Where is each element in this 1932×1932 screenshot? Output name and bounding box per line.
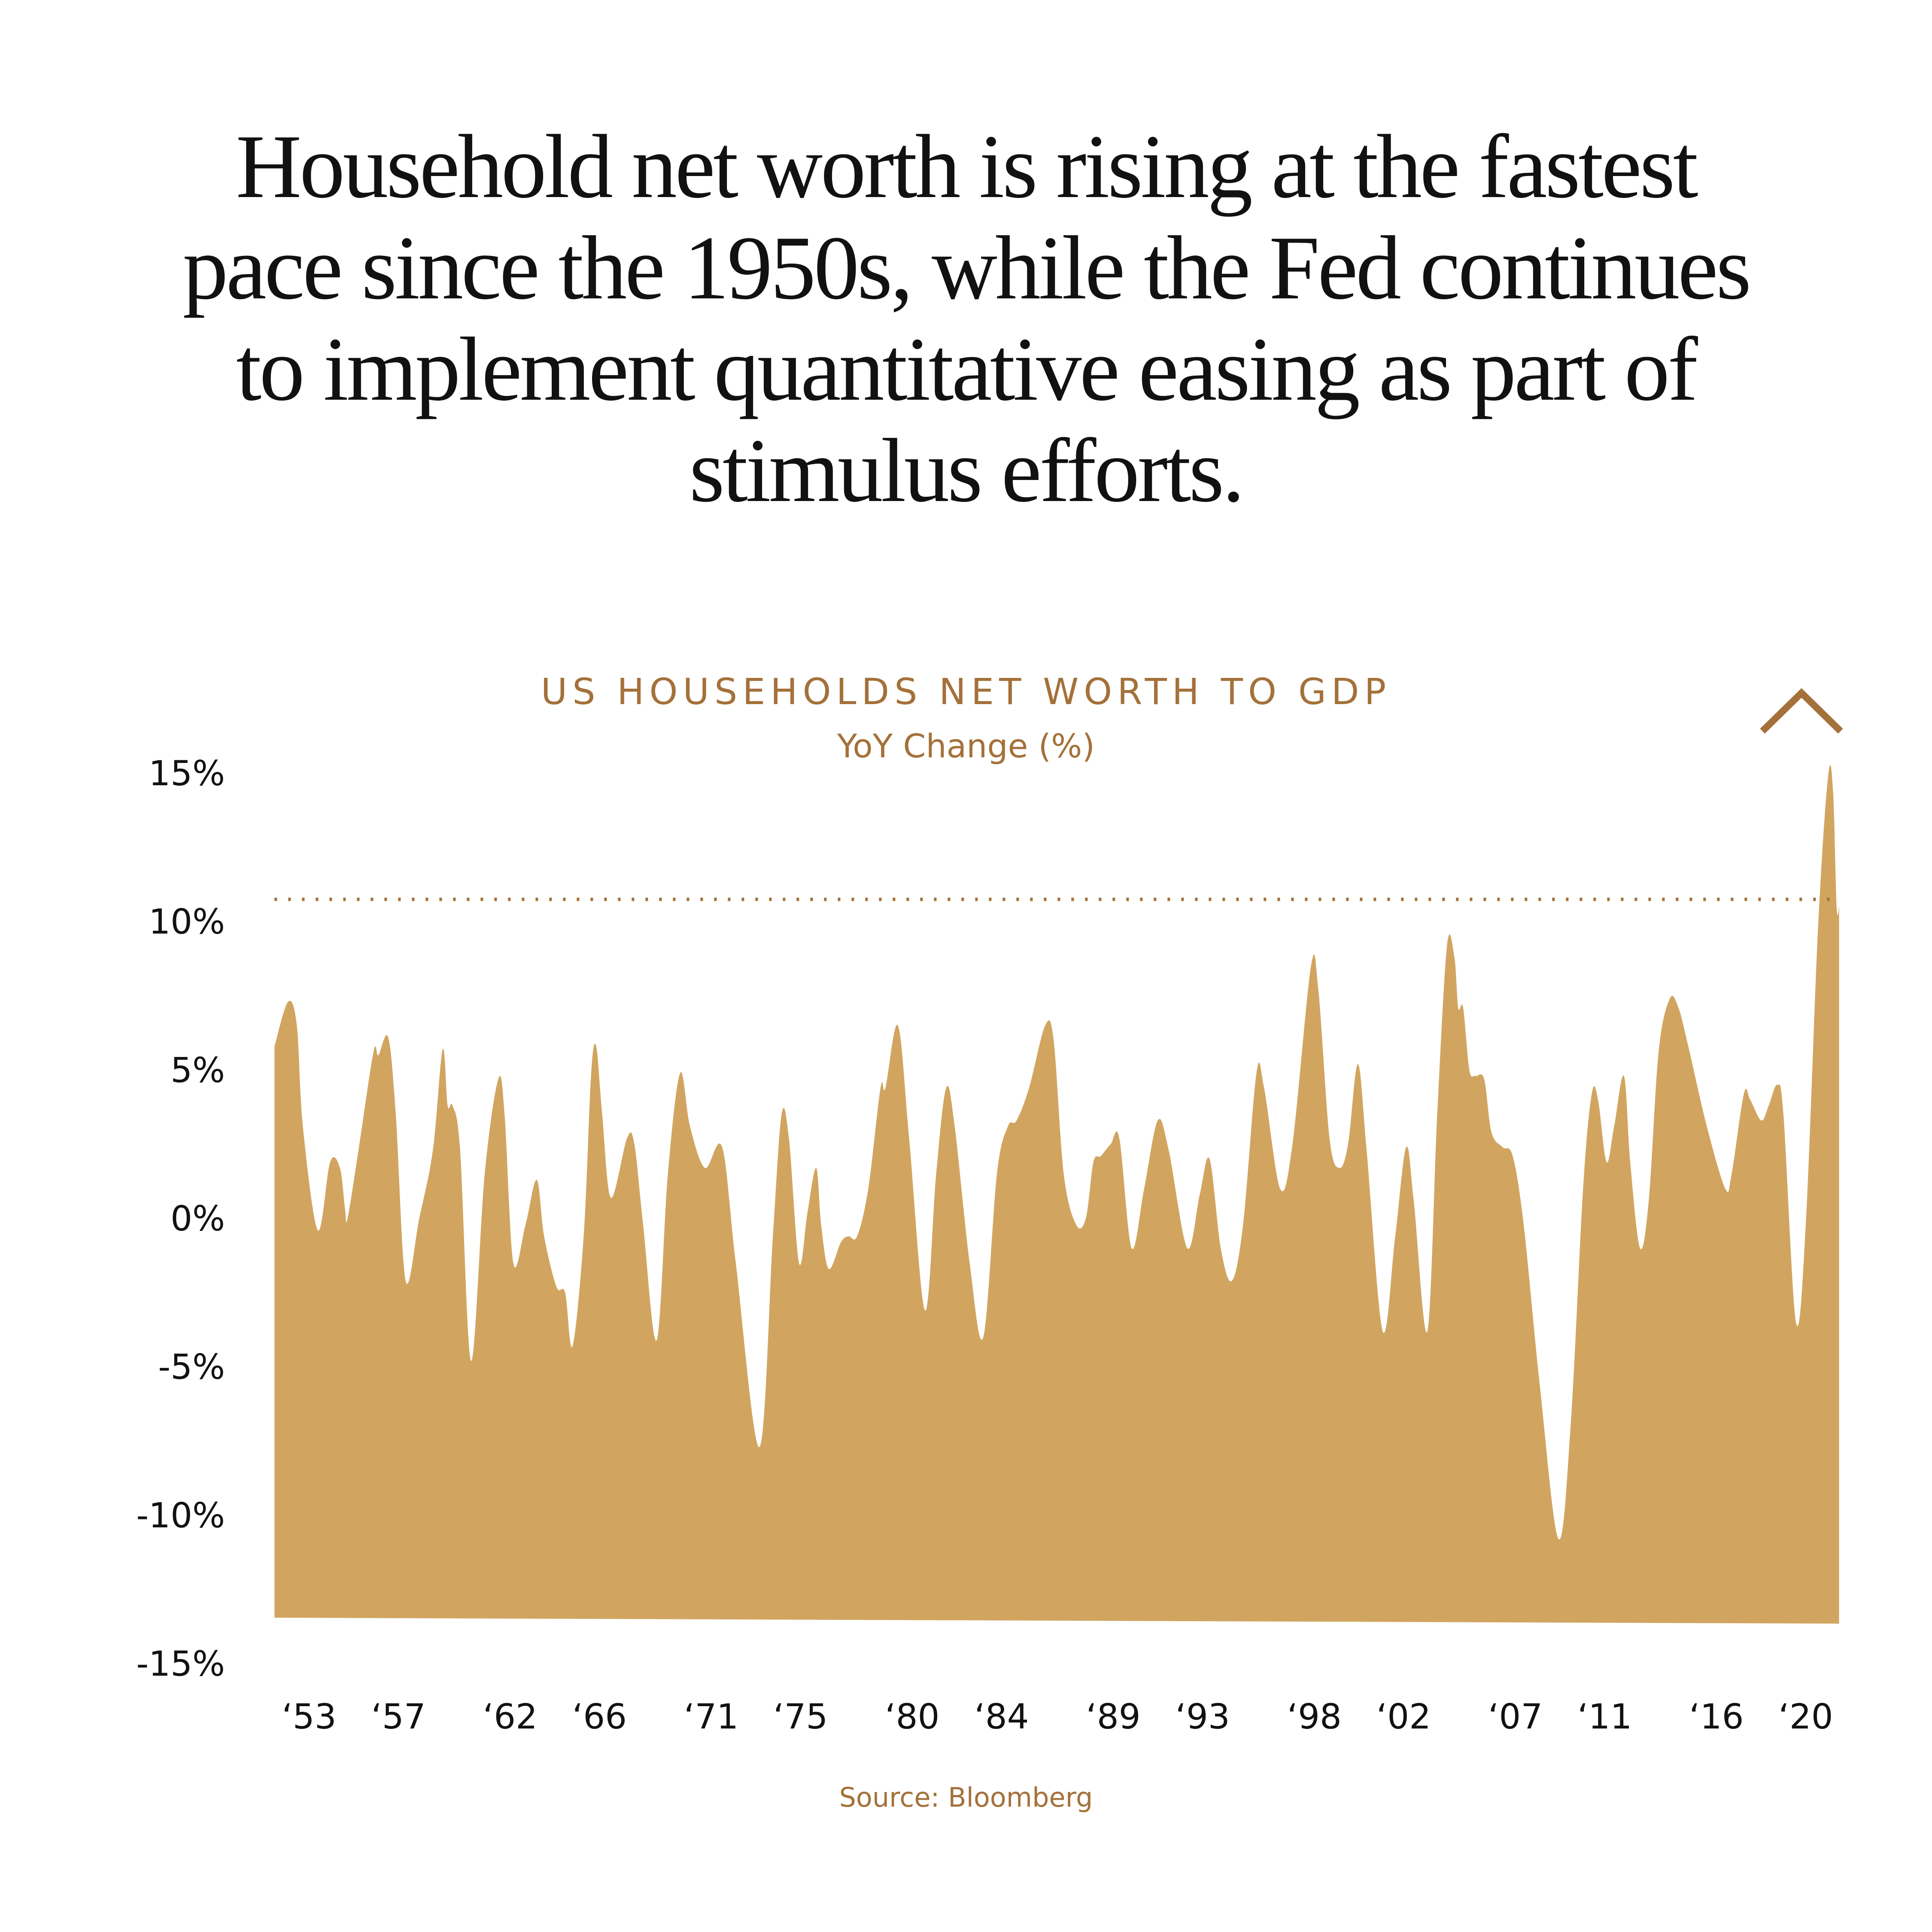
y-tick-label: -5% bbox=[158, 1347, 225, 1387]
source-note: Source: Bloomberg bbox=[839, 1782, 1093, 1813]
headline-line: to implement quantitative easing as part… bbox=[236, 319, 1698, 419]
x-tick-label: ‘80 bbox=[885, 1697, 939, 1737]
chart-subtitle: YoY Change (%) bbox=[837, 727, 1095, 765]
x-tick-label: ‘53 bbox=[282, 1697, 336, 1737]
x-tick-label: ‘62 bbox=[483, 1697, 538, 1737]
x-tick-label: ‘20 bbox=[1778, 1697, 1833, 1737]
x-tick-label: ‘98 bbox=[1287, 1697, 1342, 1737]
x-tick-label: ‘71 bbox=[684, 1697, 738, 1737]
x-tick-label: ‘57 bbox=[371, 1697, 426, 1737]
x-tick-label: ‘07 bbox=[1488, 1697, 1543, 1737]
y-tick-label: 0% bbox=[170, 1199, 225, 1239]
chevron-up-icon bbox=[1760, 688, 1843, 734]
x-tick-label: ‘66 bbox=[572, 1697, 627, 1737]
y-tick-label: 10% bbox=[149, 902, 225, 942]
y-tick-label: 5% bbox=[170, 1050, 225, 1090]
headline: Household net worth is rising at the fas… bbox=[0, 116, 1932, 521]
y-tick-label: 15% bbox=[149, 753, 225, 793]
x-tick-label: ‘16 bbox=[1689, 1697, 1744, 1737]
x-axis: ‘53 ‘57 ‘62 ‘66 ‘71 ‘75 ‘80 ‘84 ‘89 ‘93 ‘98 ‘02 ‘07 ‘… bbox=[282, 1697, 1833, 1737]
headline-line: stimulus efforts. bbox=[689, 420, 1245, 521]
x-tick-label: ‘89 bbox=[1086, 1697, 1140, 1737]
x-tick-label: ‘11 bbox=[1577, 1697, 1632, 1737]
x-tick-label: ‘93 bbox=[1176, 1697, 1230, 1737]
y-tick-label: -10% bbox=[136, 1495, 225, 1535]
area-series bbox=[274, 765, 1839, 1624]
y-tick-label: -15% bbox=[136, 1644, 225, 1684]
headline-line: Household net worth is rising at the fas… bbox=[236, 116, 1698, 217]
x-tick-label: ‘75 bbox=[773, 1697, 828, 1737]
chart-title: US HOUSEHOLDS NET WORTH TO GDP bbox=[541, 671, 1391, 713]
x-tick-label: ‘84 bbox=[974, 1697, 1029, 1737]
x-tick-label: ‘02 bbox=[1376, 1697, 1431, 1737]
headline-line: pace since the 1950s, while the Fed cont… bbox=[182, 217, 1752, 318]
y-axis: 15% 10% 5% 0% -5% -10% -15% bbox=[136, 753, 225, 1684]
